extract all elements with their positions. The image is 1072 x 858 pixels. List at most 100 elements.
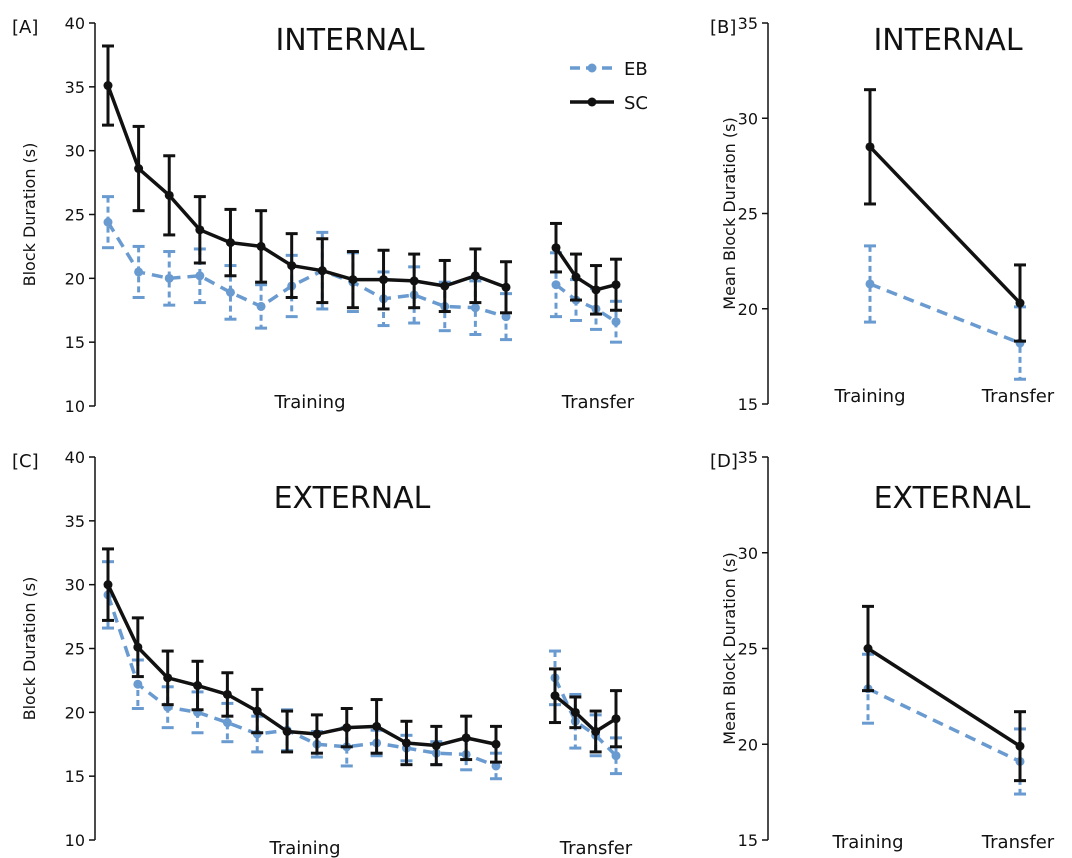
data-point	[103, 81, 113, 91]
y-tick-label: 35	[738, 14, 758, 33]
panel-d: 15 20 25 30 35[D] EXTERNAL Mean Block Duration…	[710, 448, 1055, 853]
y-tick-label: 25	[65, 640, 85, 659]
y-tick-label: 20	[65, 269, 85, 288]
x-category-label: Training	[273, 392, 345, 413]
panel-c: 10 15 20 25 30 35 40 [C] EXTERNAL Block Duration …	[12, 448, 633, 858]
y-tick-label: 15	[65, 333, 85, 352]
data-point	[470, 303, 480, 313]
data-point	[163, 673, 173, 683]
data-point	[134, 164, 144, 174]
data-point	[865, 142, 875, 152]
data-point	[372, 721, 382, 731]
data-point	[256, 241, 266, 251]
legend-label: EB	[624, 59, 648, 80]
y-axis-label: Mean Block Duration (s)	[720, 117, 739, 309]
data-point	[550, 691, 560, 701]
y-tick-label: 40	[65, 448, 85, 467]
y-tick-label: 40	[65, 14, 85, 33]
data-point	[103, 580, 113, 590]
data-point	[1015, 298, 1025, 308]
data-point	[461, 733, 471, 743]
data-point	[491, 739, 501, 749]
y-axis-label: Mean Block Duration (s)	[720, 552, 739, 744]
legend-label: SC	[624, 93, 648, 114]
y-tick-label: 10	[65, 831, 85, 850]
series-line	[553, 694, 617, 734]
y-tick-label: 15	[738, 831, 758, 850]
y-tick-label: 30	[738, 544, 758, 563]
data-point	[164, 273, 174, 283]
data-point	[103, 217, 113, 227]
data-point	[348, 275, 358, 285]
series-eb	[862, 652, 1026, 796]
y-tick-label: 10	[65, 397, 85, 416]
data-point	[282, 726, 292, 736]
data-point	[611, 714, 621, 724]
data-point	[863, 644, 873, 653]
x-category-label: Transfer	[561, 392, 635, 413]
series-line	[106, 221, 507, 319]
series-sc	[864, 88, 1026, 343]
data-point	[222, 718, 232, 728]
y-tick-label: 25	[65, 206, 85, 225]
data-point	[409, 276, 419, 286]
data-point	[133, 642, 143, 652]
y-tick-label: 30	[738, 109, 758, 128]
series-line	[553, 677, 618, 757]
series-line	[106, 594, 497, 768]
data-point	[342, 723, 352, 733]
x-category-label: Transfer	[981, 832, 1055, 853]
data-point	[611, 280, 621, 290]
data-point	[611, 751, 621, 761]
y-tick-label: 25	[738, 205, 758, 224]
y-tick-label: 35	[738, 448, 758, 467]
series-line	[106, 583, 497, 748]
series-line	[867, 687, 1021, 764]
data-point	[164, 190, 174, 200]
data-point	[570, 707, 580, 717]
data-point	[865, 279, 875, 289]
panel-a: 10 15 20 25 30 35 40 [A] INTERNAL Block Duration …	[12, 14, 648, 416]
data-point	[440, 281, 450, 291]
data-point	[571, 272, 581, 282]
panel-label: [C]	[12, 451, 39, 472]
chart-title: EXTERNAL	[874, 481, 1031, 516]
legend: EB SC	[570, 59, 648, 114]
data-point	[551, 280, 561, 290]
data-point	[401, 738, 411, 748]
data-point	[195, 271, 205, 281]
data-point	[134, 267, 144, 277]
x-category-label: Training	[833, 386, 905, 407]
series-eb	[864, 244, 1026, 381]
data-point	[133, 679, 143, 689]
y-tick-label: 20	[738, 300, 758, 319]
data-point	[551, 243, 561, 253]
series-line	[868, 145, 1022, 305]
y-tick-label: 20	[65, 703, 85, 722]
y-axis-label: Block Duration (s)	[20, 143, 39, 287]
series-sc	[102, 547, 622, 767]
data-point	[379, 275, 389, 285]
data-point	[431, 741, 441, 751]
chart-title: INTERNAL	[275, 23, 424, 58]
chart-title: EXTERNAL	[274, 481, 431, 516]
y-tick-label: 35	[65, 512, 85, 531]
data-point	[222, 689, 232, 699]
data-point	[491, 761, 501, 771]
data-point	[287, 261, 297, 271]
data-point	[591, 285, 601, 295]
series-line	[869, 282, 1021, 345]
data-point	[591, 726, 601, 736]
y-tick-label: 35	[65, 78, 85, 97]
y-axis-label: Block Duration (s)	[20, 577, 39, 721]
panel-label: [B]	[710, 17, 736, 38]
data-point	[501, 312, 511, 322]
legend-marker	[587, 63, 597, 73]
data-point	[195, 225, 205, 235]
series-eb	[102, 195, 622, 344]
legend-marker	[587, 97, 597, 107]
data-point	[225, 238, 235, 248]
data-point	[225, 287, 235, 297]
series-line	[554, 246, 617, 292]
